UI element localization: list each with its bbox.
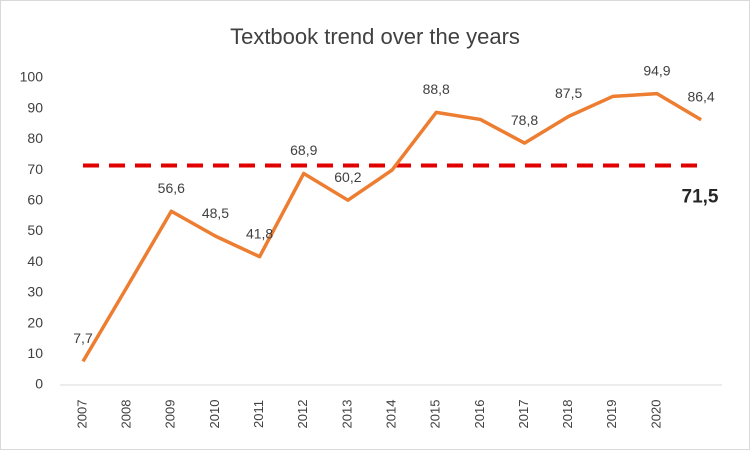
y-tick-label: 80 [27,130,43,146]
y-tick-label: 40 [27,253,43,269]
y-tick-label: 70 [27,161,43,177]
data-label: 86,4 [687,88,714,104]
data-label: 7,7 [73,330,93,346]
data-label: 78,8 [511,112,538,128]
x-tick-label: 2012 [295,400,310,429]
x-tick-label: 2019 [604,400,619,429]
data-label: 56,6 [158,180,185,196]
x-tick-label: 2008 [119,400,134,429]
x-tick-label: 2017 [516,400,531,429]
data-label: 60,2 [334,169,361,185]
x-tick-label: 2009 [163,400,178,429]
y-tick-label: 20 [27,314,43,330]
data-label: 87,5 [555,85,582,101]
x-tick-label: 2011 [251,400,266,428]
data-label: 68,9 [290,142,317,158]
x-tick-label: 2016 [472,400,487,429]
y-tick-label: 50 [27,222,43,238]
data-label: 88,8 [423,81,450,97]
x-tick-label: 2018 [560,400,575,429]
y-tick-label: 60 [27,192,43,208]
y-tick-label: 0 [35,376,43,392]
y-tick-label: 30 [27,284,43,300]
chart-title: Textbook trend over the years [230,24,520,49]
data-label: 48,5 [202,205,229,221]
data-line [81,91,702,363]
y-tick-label: 10 [27,345,43,361]
y-tick-label: 100 [20,69,44,85]
x-tick-label: 2014 [383,400,398,429]
x-tick-label: 2020 [648,400,663,429]
x-tick-label: 2015 [428,400,443,429]
x-tick-label: 2010 [207,400,222,429]
x-tick-label: 2013 [339,400,354,429]
x-tick-label: 2007 [74,400,89,429]
y-tick-label: 90 [27,99,43,115]
data-label: 41,8 [246,225,273,241]
data-label: 94,9 [643,62,670,78]
reference-label: 71,5 [682,187,719,208]
